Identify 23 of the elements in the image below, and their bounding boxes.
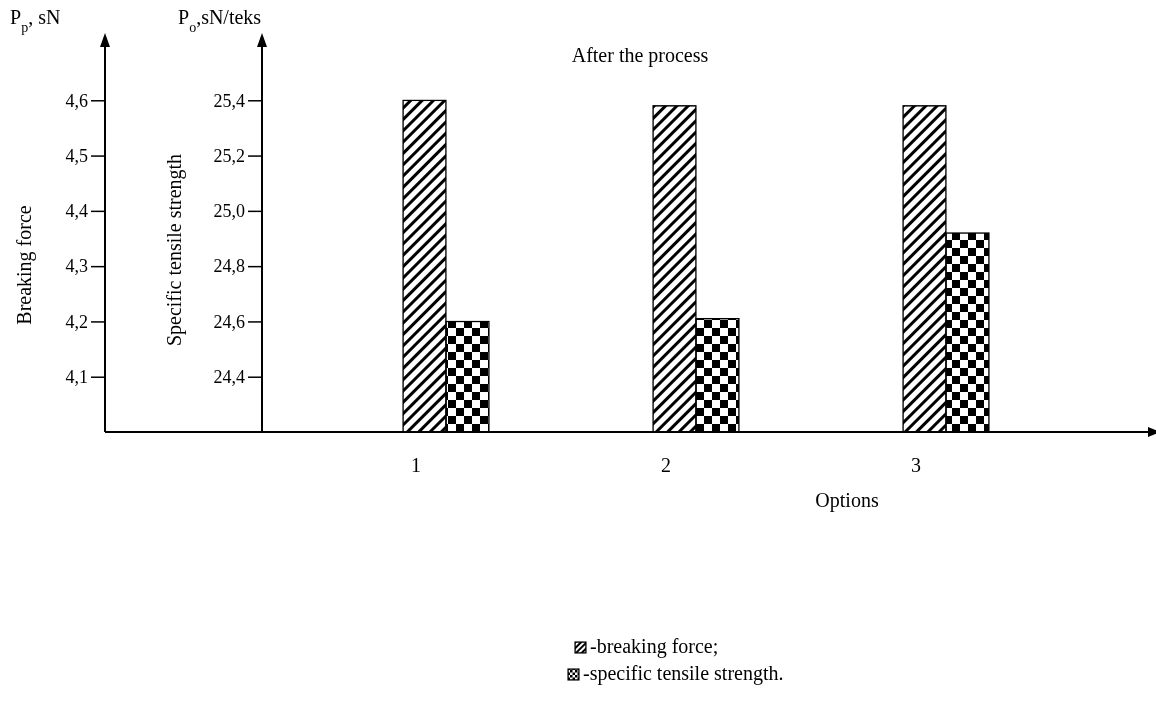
text: P$_{p}$, sN bbox=[10, 6, 61, 35]
y2-axis-title: Specific tensile strength bbox=[163, 153, 186, 347]
x-tick-label: 3 bbox=[911, 454, 921, 476]
y-axis-title: Breaking force bbox=[13, 205, 36, 325]
y-tick-label: 4,4 bbox=[65, 201, 88, 222]
chart-title: After the process bbox=[571, 44, 709, 67]
x-tick-label: 1 bbox=[411, 454, 421, 476]
y2-tick-label: 24,4 bbox=[213, 366, 245, 387]
y-tick-label: 4,5 bbox=[65, 145, 88, 166]
x-tick-label: 2 bbox=[661, 454, 671, 476]
x-axis-title: Options bbox=[815, 489, 879, 512]
y2-tick-label: 25,4 bbox=[213, 90, 245, 111]
y2-tick-label: 25,0 bbox=[213, 201, 245, 222]
y-tick-label: 4,3 bbox=[65, 256, 88, 277]
y2-tick-label: 24,8 bbox=[213, 256, 245, 277]
legend-label: -breaking force; bbox=[590, 635, 719, 658]
y2-tick-label: 24,6 bbox=[213, 311, 245, 332]
y-tick-label: 4,2 bbox=[65, 311, 88, 332]
y-tick-label: 4,1 bbox=[65, 366, 88, 387]
text: P$_{o}$,sN/teks bbox=[178, 6, 262, 35]
y-tick-label: 4,6 bbox=[65, 90, 88, 111]
legend-label: -specific tensile strength. bbox=[583, 662, 784, 685]
y2-tick-label: 25,2 bbox=[213, 145, 245, 166]
